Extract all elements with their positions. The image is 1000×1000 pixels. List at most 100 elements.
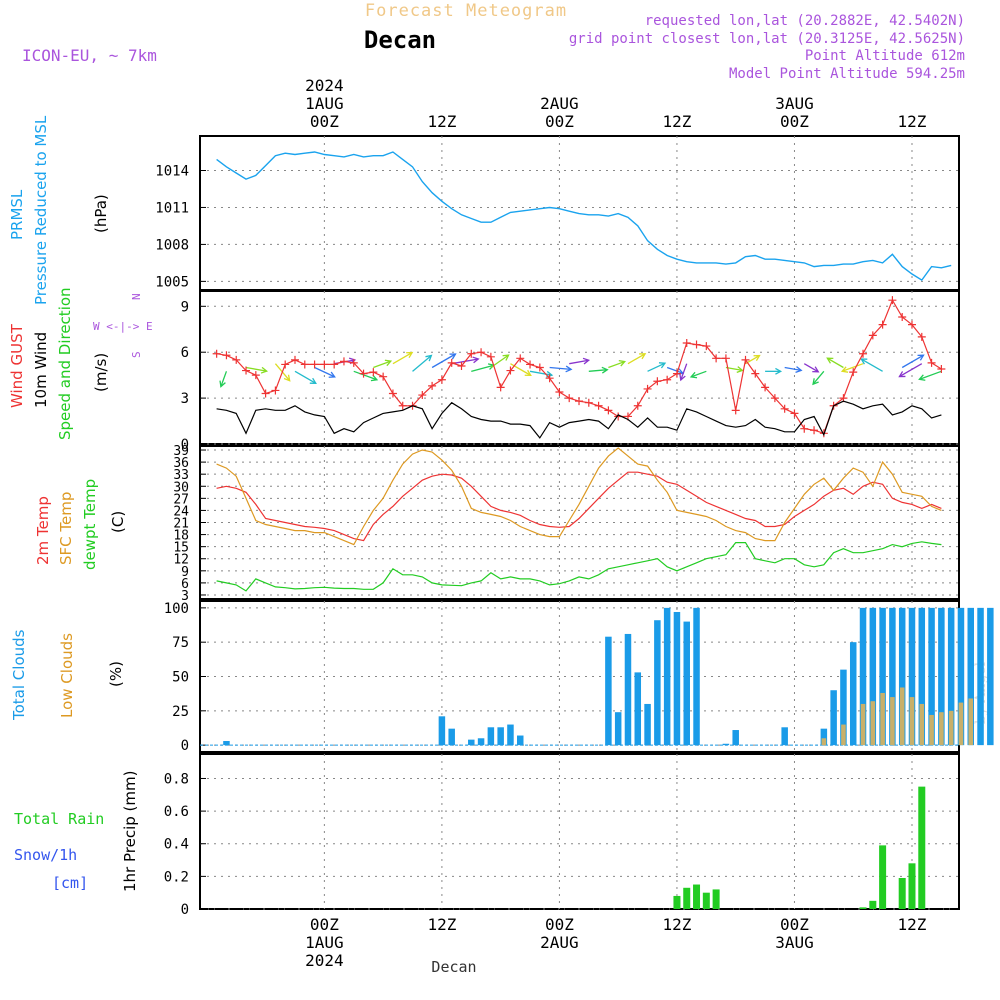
gust-marker — [761, 383, 770, 392]
y-tick-label: 0 — [181, 437, 189, 453]
wind-arrow — [353, 370, 379, 382]
bottom-time-label: 2AUG — [540, 933, 579, 952]
wind-arrow — [431, 353, 457, 369]
temp-unit: (C) — [109, 511, 127, 533]
gust-marker — [575, 397, 584, 406]
y-tick-label: 1005 — [155, 274, 189, 290]
gust-marker — [653, 377, 662, 386]
wind-arrow — [549, 365, 573, 373]
rain-bar — [859, 907, 867, 909]
wind-arrow-shaft — [431, 353, 456, 369]
gust-marker — [369, 368, 378, 377]
cloud-total-bar — [497, 727, 504, 746]
cloud-total-bar — [879, 607, 886, 746]
wind-arrow-head — [639, 353, 647, 360]
wind-arrow-head — [309, 377, 317, 385]
wind-arrow — [608, 360, 627, 369]
wind-arrow — [679, 363, 688, 382]
pressure-unit: (hPa) — [92, 194, 110, 233]
wind-arrow-head — [384, 359, 393, 367]
cloud-total-bar — [977, 607, 984, 746]
wind-arrow-shaft — [784, 366, 802, 372]
wind-arrow-head — [918, 374, 926, 381]
precip-unit: 1hr Precip (mm) — [121, 771, 139, 892]
cloud-total-bar — [438, 716, 446, 746]
rain-bar — [683, 887, 691, 909]
wind-arrow-shaft — [647, 362, 666, 372]
gust-marker — [545, 374, 554, 383]
cloud-total-bar — [644, 703, 651, 746]
gust-marker — [486, 352, 495, 361]
wind-arrow — [803, 363, 820, 373]
gust-line — [216, 298, 942, 435]
cloud-total-bar — [820, 728, 828, 746]
wind-arrow-shaft — [529, 370, 553, 376]
point-altitude: Point Altitude 612m — [805, 48, 965, 64]
dewpoint-label: dewpt Temp — [81, 479, 99, 570]
gust-marker — [790, 409, 799, 418]
y-tick-label: 12 — [173, 553, 189, 568]
cloud-total-bar — [859, 607, 867, 746]
wind-arrow-head — [449, 353, 457, 360]
wind-arrow-shaft — [899, 363, 923, 378]
wind-arrow-shaft — [510, 363, 532, 376]
compass-north: N — [130, 293, 143, 300]
temp-2m-label: 2m Temp — [34, 496, 52, 565]
bottom-time-label: 12Z — [662, 915, 691, 934]
cloud-low-bar — [870, 701, 876, 746]
rain-bar — [869, 900, 877, 909]
y-tick-label: 18 — [173, 529, 189, 544]
total-rain-label: Total Rain — [14, 810, 104, 828]
wind-arrow — [627, 353, 647, 365]
y-tick-label: 9 — [181, 565, 189, 580]
top-time-label: 1AUG — [305, 94, 344, 113]
gust-marker — [428, 381, 437, 390]
gust-marker — [702, 342, 711, 351]
wind-arrow-head — [679, 373, 686, 382]
bottom-time-label: 1AUG — [305, 933, 344, 952]
cloud-total-bar — [957, 607, 965, 746]
wind-arrow-shaft — [588, 369, 608, 372]
gust-marker — [251, 371, 260, 380]
gust-marker — [516, 354, 525, 363]
y-tick-label: 25 — [172, 704, 189, 720]
wind-arrow-shaft — [373, 360, 392, 369]
wind-arrow — [725, 366, 744, 373]
gust-marker — [810, 426, 819, 435]
wind-arrow-shaft — [901, 354, 924, 369]
footer-location: Decan — [431, 958, 476, 976]
y-tick-label: 0 — [181, 738, 189, 754]
wind-arrow-head — [775, 367, 783, 375]
top-time-label: 2AUG — [540, 94, 579, 113]
wind-arrow-shaft — [569, 359, 589, 365]
bottom-time-label: 12Z — [427, 915, 456, 934]
cloud-total-bar — [722, 743, 730, 746]
y-tick-label: 0.2 — [164, 869, 189, 885]
top-time-label: 00Z — [545, 112, 574, 131]
gust-label: Wind GUST — [8, 323, 26, 408]
cloud-total-bar — [781, 727, 788, 746]
rain-bar — [712, 889, 720, 909]
wind-arrow-shaft — [471, 364, 495, 372]
location-title: Decan — [364, 26, 436, 54]
y-tick-label: 3 — [181, 391, 189, 407]
cloud-total-bar — [683, 621, 690, 746]
wind-label: 10m Wind — [32, 332, 50, 408]
gust-marker — [212, 349, 221, 358]
wind-arrow-head — [283, 374, 291, 382]
gust-marker — [937, 365, 946, 374]
y-tick-label: 24 — [173, 504, 189, 519]
y-tick-label: 75 — [172, 635, 189, 651]
bottom-time-label: 00Z — [545, 915, 574, 934]
cloud-low-bar — [841, 724, 846, 746]
cloud-total-bar — [908, 607, 916, 746]
gust-marker — [555, 387, 564, 396]
cloud-total-bar — [223, 741, 230, 746]
gust-marker — [320, 360, 329, 369]
dewpoint-line — [216, 541, 942, 592]
wind-direction-label: Speed and Direction — [56, 287, 74, 440]
wind-arrow-shaft — [803, 363, 819, 373]
cloud-total-bar — [614, 712, 622, 746]
y-tick-label: 9 — [181, 299, 189, 315]
